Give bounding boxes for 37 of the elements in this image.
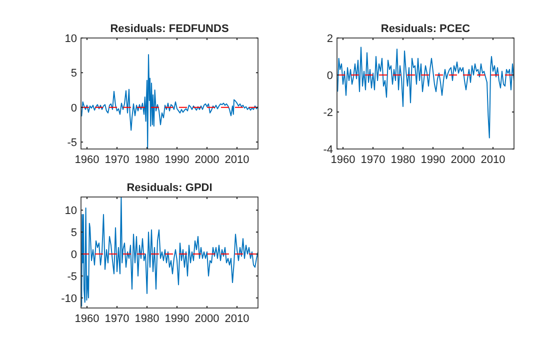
line-series bbox=[81, 54, 258, 149]
x-tick-label: 2000 bbox=[194, 154, 220, 166]
x-tick-label: 1990 bbox=[164, 154, 190, 166]
y-tick-label: 10 bbox=[64, 205, 77, 218]
x-tick-label: 1990 bbox=[164, 313, 190, 325]
x-tick-label: 1960 bbox=[330, 154, 356, 166]
y-tick-label: -5 bbox=[67, 137, 77, 150]
y-tick-label: 0 bbox=[326, 70, 333, 82]
x-tick-label: 1990 bbox=[420, 154, 446, 166]
y-tick-label: 0 bbox=[70, 249, 77, 262]
y-tick-label: -4 bbox=[323, 144, 333, 156]
x-tick-label: 1960 bbox=[74, 154, 100, 166]
y-tick-label: 5 bbox=[70, 227, 77, 240]
x-tick-label: 2010 bbox=[224, 313, 250, 325]
y-tick-label: -5 bbox=[67, 270, 77, 283]
line-series bbox=[337, 46, 514, 138]
chart-title: Residuals: GPDI bbox=[126, 182, 212, 194]
y-tick-label: 2 bbox=[326, 33, 333, 45]
line-series bbox=[81, 197, 258, 308]
x-tick-label: 1970 bbox=[360, 154, 386, 166]
x-tick-label: 2000 bbox=[450, 154, 476, 166]
y-tick-label: 5 bbox=[70, 68, 77, 80]
x-tick-label: 1980 bbox=[134, 313, 160, 325]
x-tick-label: 2010 bbox=[224, 154, 250, 166]
y-tick-label: 0 bbox=[70, 102, 77, 114]
x-tick-label: 1970 bbox=[104, 154, 130, 166]
x-tick-label: 1980 bbox=[134, 154, 160, 166]
y-tick-label: 10 bbox=[64, 33, 77, 45]
x-tick-label: 1980 bbox=[390, 154, 416, 166]
x-tick-label: 2010 bbox=[480, 154, 506, 166]
x-tick-label: 1960 bbox=[74, 313, 100, 325]
y-tick-label: -2 bbox=[323, 107, 333, 119]
chart-title: Residuals: FEDFUNDS bbox=[110, 23, 229, 35]
x-tick-label: 1970 bbox=[104, 313, 130, 325]
y-tick-label: -10 bbox=[61, 292, 77, 305]
x-tick-label: 2000 bbox=[194, 313, 220, 325]
chart-title: Residuals: PCEC bbox=[380, 23, 470, 35]
